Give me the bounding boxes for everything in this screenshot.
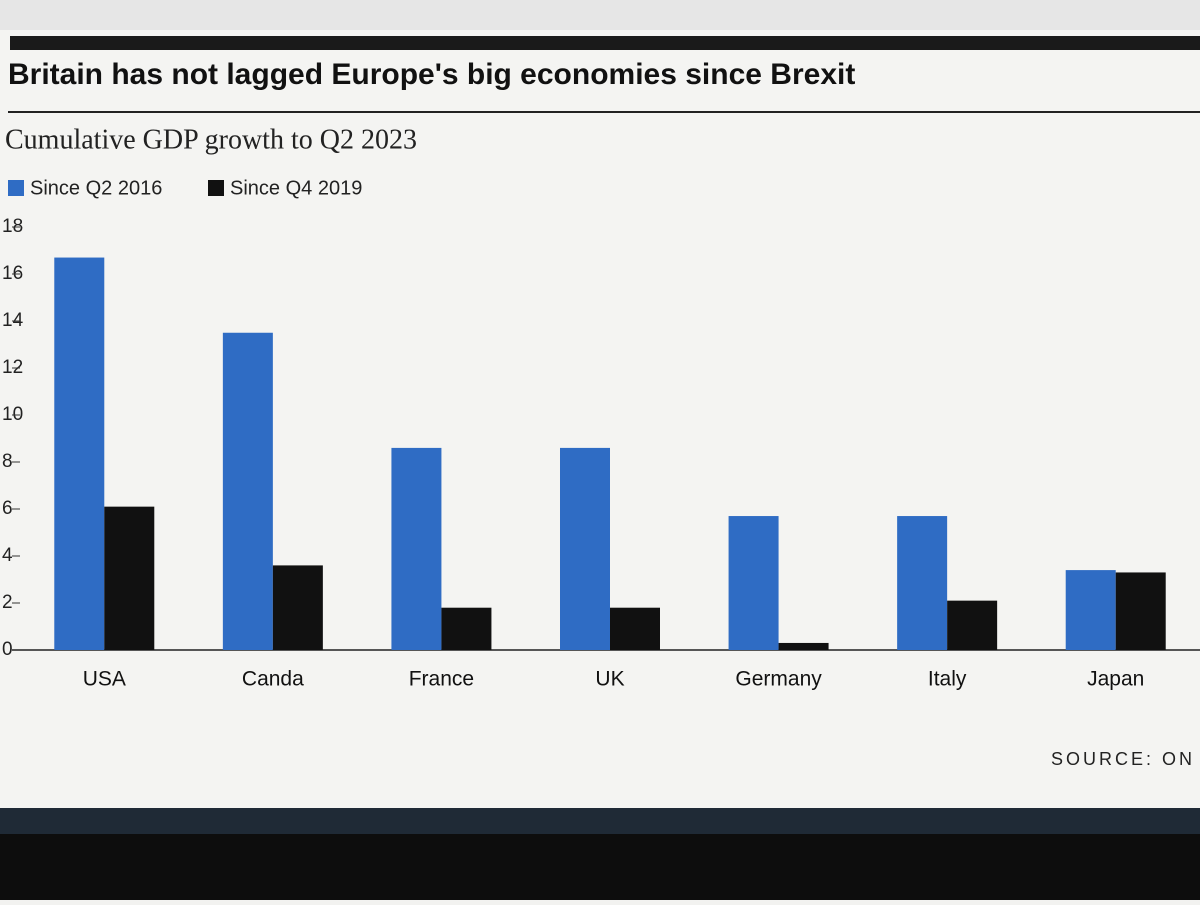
bezel: [0, 834, 1200, 900]
y-tick-label: 6: [2, 498, 13, 519]
bar: [272, 565, 323, 650]
x-tick-label: Canda: [242, 668, 304, 691]
bar: [778, 642, 829, 650]
legend-swatch: [208, 180, 224, 196]
taskbar: [0, 808, 1200, 834]
bar: [54, 257, 105, 650]
bar: [104, 506, 155, 650]
bar: [728, 516, 779, 650]
bar: [1115, 572, 1166, 650]
y-tick-label: 2: [2, 592, 13, 613]
bar: [441, 607, 492, 650]
x-tick-label: Italy: [928, 668, 967, 691]
title-rule: [10, 36, 1200, 50]
legend-label: Since Q2 2016: [30, 177, 162, 199]
y-tick-label: 8: [2, 451, 13, 472]
bar: [897, 516, 948, 650]
chart-title: Britain has not lagged Europe's big econ…: [8, 58, 855, 91]
source-note: SOURCE: ON: [1051, 749, 1195, 769]
x-tick-label: UK: [595, 668, 624, 691]
y-tick-label: 0: [2, 639, 13, 660]
x-tick-label: Japan: [1087, 668, 1144, 691]
bar: [391, 447, 442, 650]
toolbar: [0, 0, 1200, 30]
bar: [610, 607, 660, 650]
x-tick-label: USA: [83, 668, 126, 691]
bar: [1065, 570, 1116, 650]
chart-subtitle: Cumulative GDP growth to Q2 2023: [5, 124, 417, 155]
y-tick-label: 4: [2, 545, 13, 566]
legend-swatch: [8, 180, 24, 196]
x-tick-label: Germany: [735, 668, 822, 691]
bar: [222, 332, 273, 650]
x-tick-label: France: [409, 668, 474, 691]
bar: [560, 447, 610, 650]
legend-label: Since Q4 2019: [230, 177, 362, 199]
bar: [947, 600, 998, 650]
